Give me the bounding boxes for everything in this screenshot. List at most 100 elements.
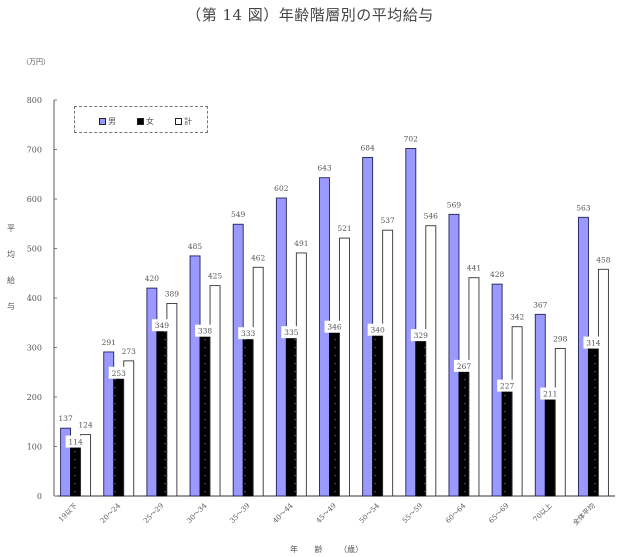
value-label-total: 124 — [78, 421, 93, 430]
legend-swatch-female — [137, 118, 144, 125]
y-tick-label: 700 — [27, 146, 42, 155]
value-label-bg — [453, 359, 474, 372]
unit-label: （万円） — [22, 58, 50, 66]
bar-female — [199, 328, 211, 497]
value-label-bg — [281, 326, 302, 339]
value-label-bg — [238, 327, 259, 340]
value-label-bg — [65, 435, 86, 448]
value-label-female: 346 — [327, 323, 342, 332]
bar-total — [209, 285, 221, 497]
bar-total — [511, 326, 523, 497]
value-label-total: 441 — [467, 264, 481, 273]
bar-female — [242, 330, 254, 497]
value-label-total: 546 — [424, 212, 439, 221]
value-label-total: 458 — [596, 255, 611, 264]
category-label: 70以上 — [531, 501, 554, 524]
value-label-total: 521 — [337, 224, 351, 233]
bar-total — [597, 268, 609, 497]
value-label-male: 602 — [274, 184, 289, 193]
value-label-bg — [410, 329, 431, 342]
bar-male — [405, 148, 417, 497]
y-tick-label: 500 — [27, 245, 42, 254]
y-tick-label: 200 — [27, 393, 42, 402]
y-tick-label: 600 — [27, 195, 42, 204]
bar-total — [166, 302, 178, 497]
bar-female — [285, 329, 297, 497]
bar-total — [123, 360, 135, 497]
bar-total — [252, 266, 264, 497]
value-label-female: 340 — [370, 326, 385, 335]
x-axis-label: 年 齢 （歳） — [290, 545, 364, 554]
value-label-male: 563 — [576, 203, 591, 212]
category-label: 55～59 — [401, 502, 424, 525]
value-label-female: 227 — [500, 382, 515, 391]
bar-total — [468, 277, 480, 497]
bar-total — [295, 252, 307, 497]
value-label-total: 462 — [251, 253, 266, 262]
value-label-male: 137 — [58, 414, 73, 423]
category-label: 全体平均 — [571, 501, 597, 527]
value-labels: 137 114 124 291 253 273 420 349 389 485 338 425 549 3… — [58, 135, 611, 448]
value-label-female: 333 — [241, 329, 256, 338]
legend-item-female: 女 — [137, 116, 154, 127]
category-label: 50～54 — [358, 501, 382, 525]
y-tick-label: 0 — [37, 492, 42, 501]
category-label: 20～24 — [99, 501, 123, 525]
bars — [60, 148, 609, 497]
bar-female — [372, 327, 384, 497]
value-label-total: 389 — [165, 289, 180, 298]
value-label-bg — [367, 323, 388, 336]
value-label-female: 314 — [586, 339, 601, 348]
legend-swatch-total — [175, 118, 182, 125]
value-label-male: 643 — [317, 164, 332, 173]
bar-female — [587, 340, 599, 497]
category-label: 25～29 — [142, 502, 165, 525]
y-tick-label: 300 — [27, 344, 42, 353]
bar-total — [554, 348, 566, 497]
value-label-total: 491 — [294, 239, 308, 248]
value-label-male: 485 — [188, 242, 203, 251]
value-label-total: 425 — [208, 272, 223, 281]
value-label-male: 420 — [145, 274, 160, 283]
bar-female — [113, 370, 125, 497]
legend-swatch-male — [99, 118, 106, 125]
y-tick-label: 800 — [27, 96, 42, 105]
value-label-female: 211 — [543, 390, 557, 399]
value-label-male: 428 — [490, 270, 505, 279]
y-tick-label: 400 — [27, 294, 42, 303]
category-label: 65～69 — [487, 502, 510, 525]
category-label: 60～64 — [444, 501, 468, 525]
value-label-male: 291 — [102, 338, 116, 347]
category-label: 45～49 — [315, 502, 338, 525]
value-label-female: 349 — [155, 321, 170, 330]
value-label-bg — [108, 366, 129, 379]
value-label-female: 253 — [112, 369, 127, 378]
value-label-female: 267 — [457, 362, 472, 371]
bar-male — [448, 213, 460, 497]
bar-total — [382, 229, 394, 497]
category-label: 40～44 — [272, 501, 296, 525]
bar-male — [577, 216, 589, 497]
value-label-bg — [195, 324, 216, 337]
bar-male — [534, 313, 546, 497]
value-label-male: 702 — [404, 135, 419, 144]
value-label-total: 342 — [510, 313, 525, 322]
legend-item-male: 男 — [99, 116, 116, 127]
bar-female — [156, 322, 168, 497]
bar-female — [415, 332, 427, 497]
value-label-female: 114 — [68, 438, 83, 447]
category-label: 19以下 — [57, 502, 79, 524]
value-label-bg — [151, 319, 172, 332]
bar-male — [319, 177, 330, 497]
bar-total — [425, 225, 437, 497]
value-label-bg — [497, 379, 518, 392]
bar-female — [544, 391, 556, 497]
bar-female — [70, 439, 82, 497]
value-label-female: 335 — [284, 328, 299, 337]
value-label-total: 273 — [122, 347, 137, 356]
bar-female — [329, 324, 340, 497]
value-label-male: 684 — [360, 143, 375, 152]
value-label-bg — [583, 336, 604, 349]
bar-male — [275, 197, 287, 497]
value-label-male: 549 — [231, 210, 246, 219]
